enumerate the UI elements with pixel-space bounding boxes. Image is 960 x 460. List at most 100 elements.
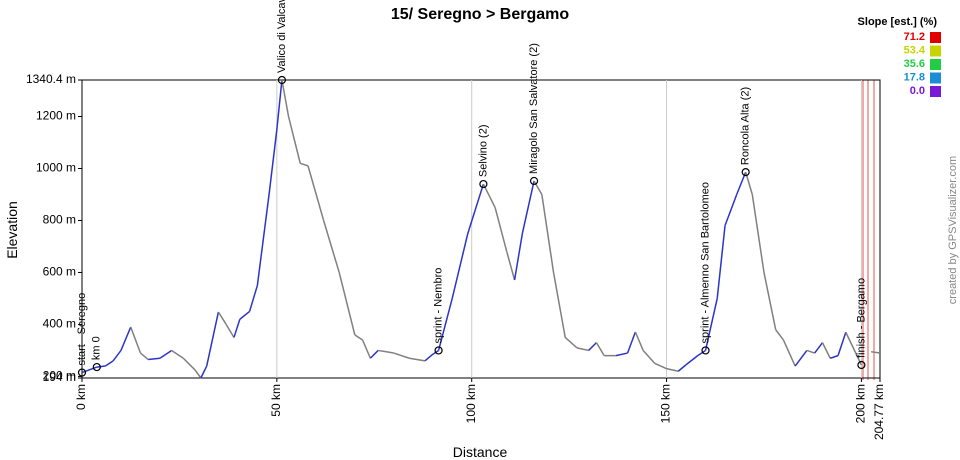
slope-legend-swatch xyxy=(930,86,941,97)
profile-segment xyxy=(564,336,578,349)
profile-segment xyxy=(393,352,410,359)
waypoint-label: km 0 xyxy=(91,336,103,360)
profile-segment xyxy=(217,311,227,325)
profile-segment xyxy=(845,331,863,366)
profile-segment xyxy=(626,331,637,354)
credit: created by GPSVisualizer.com xyxy=(947,156,959,304)
profile-segment xyxy=(112,349,122,362)
profile-segment xyxy=(775,329,785,341)
profile-segment xyxy=(256,194,270,286)
waypoint-label: finish - Bergamo xyxy=(855,278,867,358)
waypoint-label: sprint - Almenno San Bartolomeo xyxy=(699,182,711,343)
profile-segment xyxy=(794,349,808,367)
profile-segment xyxy=(634,331,644,351)
profile-segment xyxy=(697,349,706,357)
waypoint-label: sprint - Nembro xyxy=(432,268,444,344)
slope-legend-label: 53.4 xyxy=(904,44,926,56)
x-tick-label: 204.77 km xyxy=(872,384,886,440)
plot-area xyxy=(81,79,881,379)
profile-segment xyxy=(541,194,555,273)
profile-segment xyxy=(814,342,824,354)
profile-segment xyxy=(829,354,839,359)
profile-segment xyxy=(595,342,605,357)
y-axis-label: Elevation xyxy=(4,201,20,259)
profile-segment xyxy=(239,310,251,320)
slope-legend-label: 0.0 xyxy=(910,85,925,97)
profile-segment xyxy=(424,353,434,362)
profile-segment xyxy=(437,298,453,351)
slope-legend-label: 17.8 xyxy=(904,71,925,83)
profile-segment xyxy=(139,352,149,361)
profile-segment xyxy=(378,349,394,354)
profile-segment xyxy=(763,272,777,330)
profile-segment xyxy=(159,349,173,359)
y-tick-label: 1200 m xyxy=(36,109,76,123)
profile-segment xyxy=(268,129,278,195)
profile-segment xyxy=(533,180,543,195)
profile-segment xyxy=(615,352,628,357)
waypoint xyxy=(77,368,87,377)
profile-segment xyxy=(871,351,881,354)
profile-segment xyxy=(704,298,718,351)
y-tick-label: 400 m xyxy=(43,317,76,331)
profile-segment xyxy=(299,162,309,167)
x-tick-label: 200 km xyxy=(854,384,868,423)
profile-segment xyxy=(642,349,656,364)
profile-segment xyxy=(716,225,726,299)
x-tick-label: 50 km xyxy=(269,384,283,417)
profile-segment xyxy=(521,180,535,234)
slope-legend-swatch xyxy=(930,45,941,57)
profile-segment xyxy=(494,207,508,252)
profile-segment xyxy=(194,369,202,379)
slope-legend-label: 35.6 xyxy=(904,58,925,70)
x-tick-label: 100 km xyxy=(464,384,478,423)
slope-legend-swatch xyxy=(930,59,941,70)
x-tick-label: 0 km xyxy=(74,384,88,410)
profile-segment xyxy=(248,285,259,312)
x-axis-label: Distance xyxy=(453,444,508,460)
waypoint xyxy=(277,75,287,85)
profile-segment xyxy=(782,339,796,367)
profile-segment xyxy=(821,342,831,359)
profile-segment xyxy=(806,349,815,354)
profile-segment xyxy=(685,355,699,366)
y-tick-label: 600 m xyxy=(43,265,76,279)
x-tick-label: 150 km xyxy=(659,384,673,423)
profile-segment xyxy=(322,220,340,273)
profile-segment xyxy=(287,116,301,164)
waypoint xyxy=(434,346,443,355)
profile-segment xyxy=(120,326,132,351)
waypoint-label: Miragolo San Salvatore (2) xyxy=(528,43,540,174)
profile-segment xyxy=(182,357,196,371)
y-tick-label: 1340.4 m xyxy=(26,72,76,86)
waypoint-label: Selvino (2) xyxy=(477,125,489,178)
profile-segment xyxy=(654,362,667,370)
profile-segment xyxy=(171,349,184,359)
y-tick-label: 194 m xyxy=(43,370,76,384)
waypoint xyxy=(92,362,101,372)
profile-segment xyxy=(130,326,142,354)
profile-segment xyxy=(225,324,235,338)
profile-segment xyxy=(276,79,283,130)
profile-segment xyxy=(724,194,738,226)
y-tick-label: 1000 m xyxy=(36,161,76,175)
waypoint xyxy=(701,346,710,355)
waypoint-label: start - Seregno xyxy=(76,293,88,366)
profile-segment xyxy=(233,319,241,338)
waypoint-label: Valico di Valcava xyxy=(276,0,288,73)
profile-segment xyxy=(409,357,426,362)
profile-segment xyxy=(513,233,524,281)
profile-segment xyxy=(81,366,98,374)
slope-legend-label: 71.2 xyxy=(904,31,925,43)
profile-segment xyxy=(666,367,679,372)
profile-segment xyxy=(588,342,597,351)
waypoint xyxy=(857,360,866,370)
profile-segment xyxy=(148,357,161,361)
profile-segment xyxy=(205,311,220,367)
waypoint-label: Roncola Alta (2) xyxy=(740,87,752,165)
profile-segment xyxy=(200,365,208,379)
waypoint xyxy=(741,168,750,177)
profile-segment xyxy=(482,183,496,208)
waypoint xyxy=(529,176,539,186)
